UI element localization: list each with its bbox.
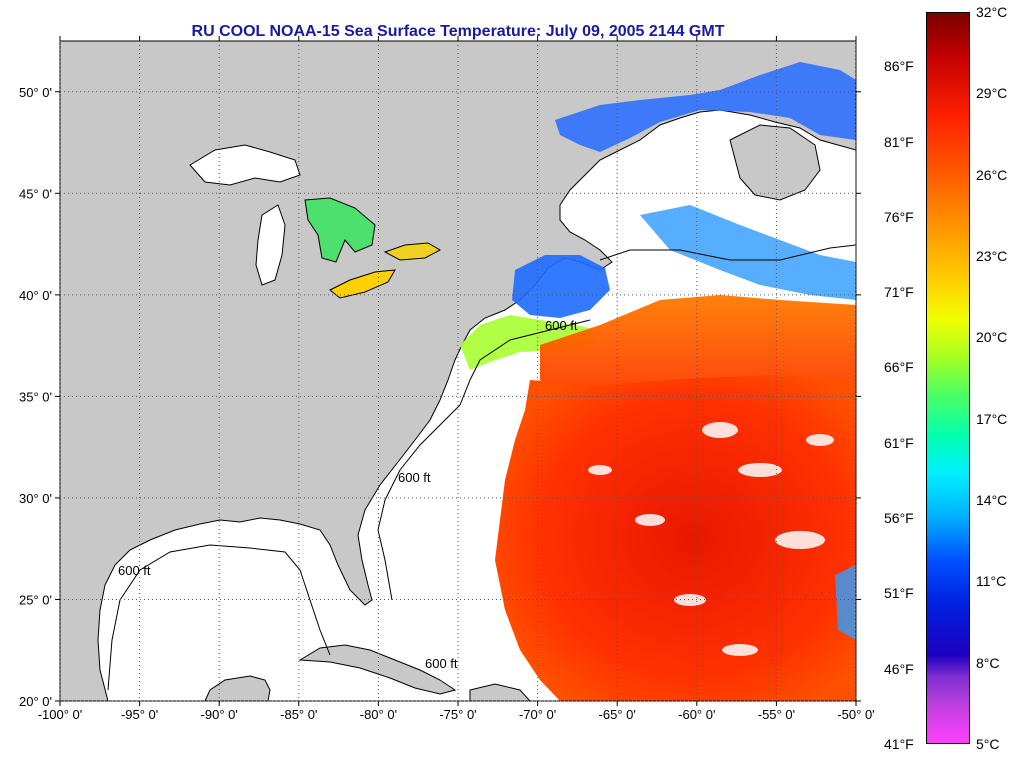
isobath-label: 600 ft	[425, 656, 458, 671]
colorbar-celsius-label: 26°C	[976, 166, 1008, 183]
graticule	[59, 41, 857, 702]
sst-gulf-of-maine	[512, 255, 610, 318]
colorbar-fahrenheit-label: 56°F	[884, 510, 914, 527]
lon-tick-label: -85° 0'	[280, 707, 317, 722]
lon-tick-label: -80° 0'	[360, 707, 397, 722]
colorbar-celsius-label: 29°C	[976, 85, 1008, 102]
hispaniola-land	[469, 683, 531, 701]
lat-tick-label: 50° 0'	[19, 85, 52, 100]
sst-mid-atlantic-shelf	[460, 315, 600, 370]
colorbar-celsius-label: 20°C	[976, 329, 1008, 346]
lake-superior	[189, 144, 301, 186]
yucatan-land	[204, 675, 271, 701]
colorbar-fahrenheit-label: 46°F	[884, 660, 914, 677]
lat-tick-label: 45° 0'	[19, 186, 52, 201]
map-title: RU COOL NOAA-15 Sea Surface Temperature:…	[191, 23, 725, 40]
lake-ontario	[383, 242, 442, 261]
sst-nova-scotia	[640, 205, 856, 300]
lake-huron	[304, 197, 376, 263]
colorbar-celsius-label: 11°C	[976, 573, 1007, 590]
sst-cool-patch-southeast	[835, 565, 856, 640]
sst-north-transition	[540, 295, 856, 395]
lon-tick-label: -90° 0'	[201, 707, 238, 722]
lon-tick-label: -70° 0'	[519, 707, 556, 722]
colorbar-fahrenheit-label: 41°F	[884, 736, 914, 752]
lon-tick-label: -75° 0'	[439, 707, 476, 722]
lat-tick-label: 30° 0'	[19, 491, 52, 506]
colorbar-fahrenheit-label: 51°F	[884, 585, 914, 602]
colorbar-fahrenheit-label: 66°F	[884, 359, 914, 376]
colorbar-celsius-label: 14°C	[976, 492, 1008, 508]
lat-tick-label: 20° 0'	[19, 694, 52, 709]
colorbar-fahrenheit-label: 76°F	[884, 208, 914, 225]
lat-tick-label: 25° 0'	[19, 592, 52, 607]
axis-ticks: -100° 0' -95° 0' -90° 0' -85° 0' -80° 0' -75°…	[19, 36, 875, 722]
lon-tick-label: -55° 0'	[758, 707, 795, 722]
colorbar-celsius-label: 32°C	[976, 4, 1008, 20]
colorbar-fahrenheit-label: 81°F	[884, 133, 914, 150]
lon-tick-label: -100° 0'	[38, 707, 83, 722]
lat-tick-label: 35° 0'	[19, 389, 52, 404]
sst-gulf-stream	[495, 375, 856, 701]
lon-tick-label: -60° 0'	[678, 707, 715, 722]
temperature-colorbar	[926, 12, 970, 744]
sst-cold-shelf	[555, 62, 856, 152]
colorbar-celsius-label: 17°C	[976, 410, 1008, 427]
lon-tick-label: -95° 0'	[121, 707, 158, 722]
colorbar-fahrenheit-label: 86°F	[884, 58, 914, 75]
colorbar-celsius-label: 5°C	[976, 736, 1000, 752]
lon-tick-label: -65° 0'	[599, 707, 636, 722]
isobath-label: 600 ft	[398, 470, 431, 485]
lat-tick-label: 40° 0'	[19, 288, 52, 303]
cuba-land	[298, 644, 457, 695]
lake-michigan	[255, 204, 286, 286]
isobath-label: 600 ft	[545, 318, 578, 333]
colorbar-fahrenheit-label: 71°F	[884, 284, 914, 301]
lon-tick-label: -50° 0'	[837, 707, 874, 722]
isobath-label: 600 ft	[118, 563, 151, 578]
colorbar-fahrenheit-label: 61°F	[884, 434, 914, 451]
cloud-gaps	[588, 422, 834, 656]
newfoundland-land	[729, 124, 821, 201]
colorbar-celsius-label: 8°C	[976, 654, 1000, 671]
colorbar-celsius-label: 23°C	[976, 248, 1008, 264]
north-america-land	[60, 41, 856, 701]
